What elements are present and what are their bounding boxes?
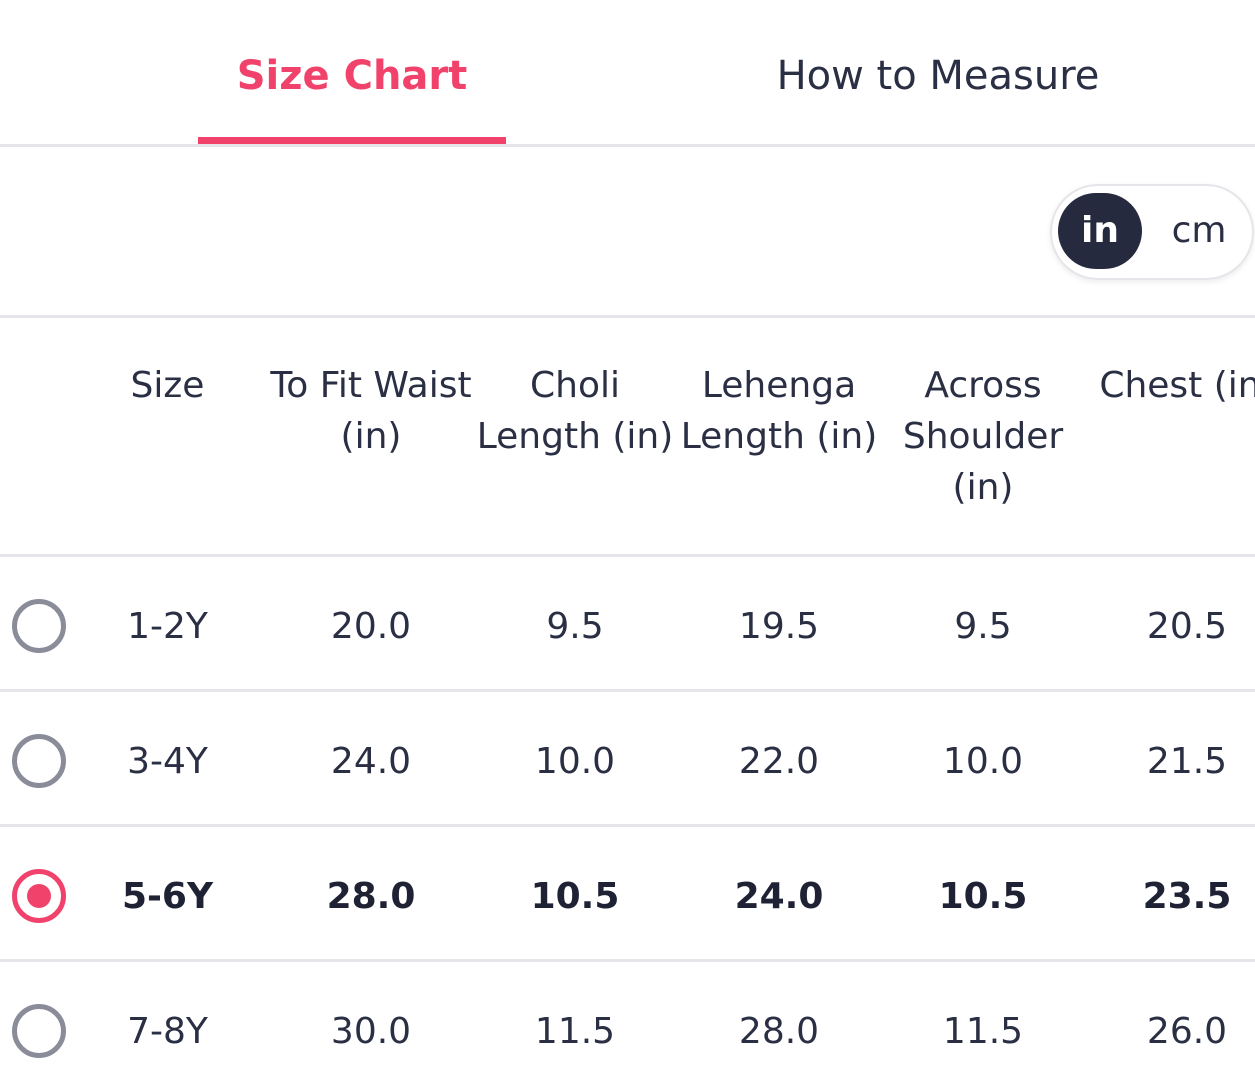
table-cell: 9.5 — [546, 606, 604, 647]
table-cell: 7-8Y — [127, 1011, 208, 1052]
tab[interactable]: How to Measure — [776, 53, 1100, 99]
divider — [0, 554, 1255, 557]
size-radio[interactable] — [12, 734, 66, 788]
divider — [0, 144, 1255, 147]
column-header: Across Shoulder (in) — [902, 365, 1064, 508]
table-cell: 30.0 — [330, 1011, 412, 1052]
table-cell: 10.0 — [942, 741, 1024, 782]
unit-option[interactable]: cm — [1171, 210, 1227, 251]
table-cell: 24.0 — [734, 876, 824, 917]
table-cell: 10.5 — [530, 876, 620, 917]
table-cell: 21.5 — [1146, 741, 1228, 782]
table-cell: 10.0 — [534, 741, 616, 782]
table-cell: 26.0 — [1146, 1011, 1228, 1052]
column-header: Choli Length (in) — [476, 365, 674, 457]
column-header: To Fit Waist (in) — [270, 365, 472, 457]
size-radio[interactable] — [12, 599, 66, 653]
table-cell: 22.0 — [738, 741, 820, 782]
table-cell: 1-2Y — [127, 606, 208, 647]
table-cell: 3-4Y — [127, 741, 208, 782]
table-cell: 20.5 — [1146, 606, 1228, 647]
column-header: Size — [130, 365, 205, 406]
divider — [0, 824, 1255, 827]
size-radio[interactable] — [12, 1004, 66, 1058]
table-cell: 20.0 — [330, 606, 412, 647]
unit-option[interactable]: in — [1058, 193, 1142, 269]
table-cell: 23.5 — [1142, 876, 1232, 917]
table-cell: 19.5 — [738, 606, 820, 647]
table-cell: 24.0 — [330, 741, 412, 782]
size-radio[interactable] — [12, 869, 66, 923]
column-header: Lehenga Length (in) — [680, 365, 878, 457]
table-cell: 28.0 — [738, 1011, 820, 1052]
tab-underline — [198, 137, 506, 144]
table-cell: 9.5 — [954, 606, 1012, 647]
unit-toggle — [1050, 184, 1254, 280]
divider — [0, 959, 1255, 962]
column-header: Chest (in) — [1099, 365, 1255, 406]
table-cell: 11.5 — [534, 1011, 616, 1052]
table-cell: 5-6Y — [121, 876, 214, 917]
table-cell: 11.5 — [942, 1011, 1024, 1052]
divider — [0, 315, 1255, 318]
table-cell: 10.5 — [938, 876, 1028, 917]
tab[interactable]: Size Chart — [236, 53, 468, 99]
divider — [0, 689, 1255, 692]
table-cell: 28.0 — [326, 876, 416, 917]
